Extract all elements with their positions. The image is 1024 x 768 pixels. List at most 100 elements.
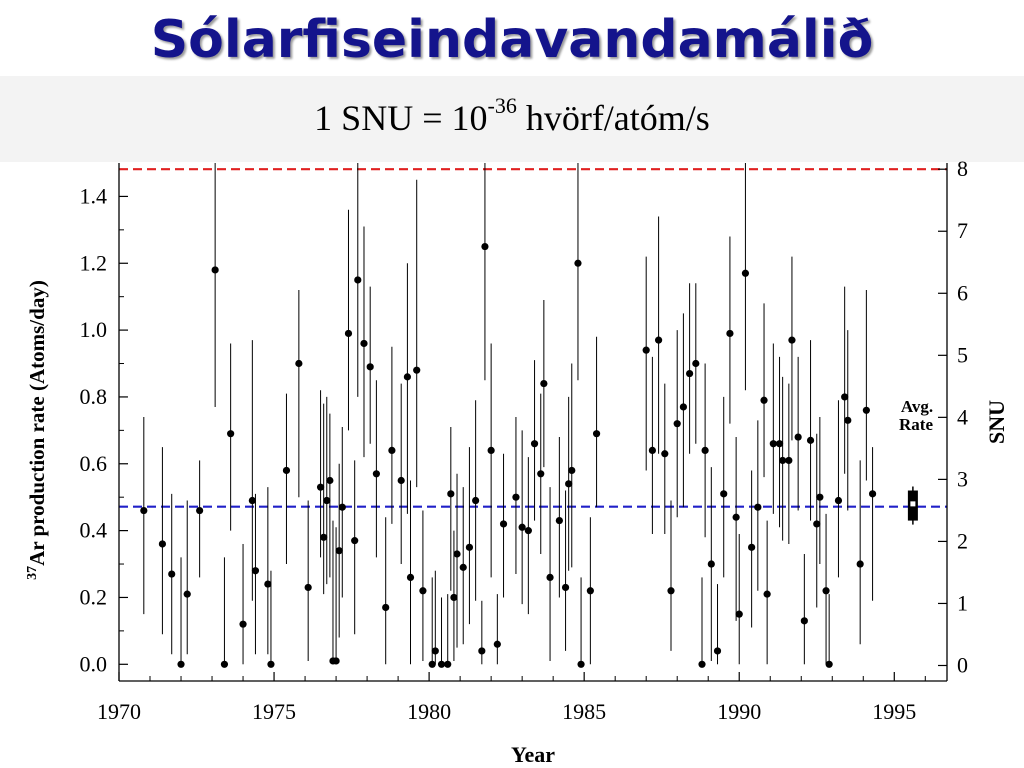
data-point — [785, 456, 793, 465]
data-point — [673, 420, 681, 428]
y2-tick-label: 2 — [957, 528, 968, 553]
data-point — [726, 329, 734, 338]
data-point — [168, 570, 176, 578]
data-point — [779, 456, 787, 465]
subtitle-suffix: hvörf/atóm/s — [516, 98, 710, 138]
data-point — [642, 346, 650, 354]
data-point — [800, 617, 808, 625]
data-point — [540, 379, 548, 388]
data-point — [546, 573, 554, 582]
avg-rate-label-line2: Rate — [899, 415, 933, 434]
y-axis-title-text: Ar production rate (Atoms/day) — [25, 280, 49, 566]
x-tick-label: 1995 — [872, 699, 916, 724]
data-point — [679, 403, 688, 411]
data-point — [834, 496, 843, 505]
data-point — [512, 493, 520, 501]
data-point — [403, 373, 412, 381]
data-point — [388, 446, 396, 455]
data-point — [450, 593, 458, 602]
data-point — [282, 466, 291, 475]
y-tick-label: 1.2 — [80, 250, 108, 275]
data-point — [481, 242, 489, 251]
data-point — [720, 490, 728, 498]
data-point — [360, 339, 368, 348]
data-point — [763, 590, 771, 598]
data-point — [220, 660, 229, 668]
data-point — [732, 513, 740, 521]
data-point — [577, 660, 585, 668]
y2-tick-label: 1 — [957, 590, 968, 615]
data-point — [351, 537, 359, 545]
data-point — [248, 496, 256, 505]
y2-tick-label: 7 — [957, 218, 968, 243]
data-point — [707, 560, 715, 568]
data-point — [472, 496, 480, 505]
y2-tick-label: 5 — [957, 342, 968, 367]
data-point — [648, 446, 656, 455]
subtitle-prefix: 1 SNU = 10 — [314, 98, 488, 138]
data-point — [868, 490, 877, 498]
data-point — [332, 657, 340, 665]
data-point — [493, 640, 501, 648]
data-point — [344, 329, 353, 338]
data-point — [177, 660, 185, 668]
y-tick-label: 0.8 — [80, 384, 108, 409]
y-tick-label: 1.0 — [80, 317, 108, 342]
data-point — [530, 440, 539, 448]
data-point — [760, 396, 768, 404]
y2-tick-label: 3 — [957, 466, 968, 491]
data-point — [822, 587, 830, 595]
y-axis-title: 37Ar production rate (Atoms/day) — [25, 280, 49, 580]
data-point — [735, 610, 743, 618]
data-point — [686, 369, 694, 378]
data-point — [465, 543, 474, 551]
data-point — [825, 660, 833, 668]
data-point — [748, 543, 756, 551]
data-point — [813, 520, 821, 528]
data-point — [654, 336, 663, 344]
data-point — [354, 276, 362, 284]
data-point — [453, 550, 461, 558]
y-tick-label: 1.4 — [80, 183, 108, 208]
data-point — [816, 493, 824, 501]
data-point — [555, 516, 563, 525]
subtitle-band — [0, 76, 1024, 162]
data-point — [565, 480, 573, 488]
x-axis-title: Year — [511, 742, 555, 767]
y2-tick-label: 0 — [957, 652, 968, 677]
data-point — [769, 440, 777, 448]
x-tick-label: 1985 — [562, 699, 606, 724]
data-point — [335, 547, 343, 555]
data-point — [267, 660, 275, 668]
data-point — [372, 470, 380, 478]
data-point — [574, 259, 582, 267]
data-point — [592, 430, 601, 438]
data-point — [316, 483, 325, 491]
data-point — [478, 647, 486, 655]
data-point — [518, 523, 526, 531]
slide-subtitle: 1 SNU = 10-36 hvörf/atóm/s — [0, 95, 1024, 139]
y-tick-label: 0.4 — [80, 518, 108, 543]
y2-tick-label: 8 — [957, 156, 968, 181]
data-point — [701, 446, 709, 455]
data-point — [856, 560, 864, 568]
avg-rate-label-line1: Avg. — [901, 397, 933, 416]
data-point — [537, 470, 545, 478]
data-point — [487, 446, 495, 455]
data-point — [239, 620, 247, 628]
data-point — [788, 336, 796, 344]
data-point — [661, 450, 669, 458]
data-point — [264, 580, 272, 588]
data-point — [419, 587, 427, 595]
data-point — [524, 527, 532, 535]
data-point — [862, 406, 870, 414]
data-point — [431, 647, 439, 655]
data-point — [338, 503, 346, 511]
x-tick-label: 1980 — [407, 699, 451, 724]
data-point — [413, 366, 421, 374]
subtitle-exponent: -36 — [487, 93, 517, 118]
data-point — [459, 563, 467, 571]
data-point — [568, 466, 576, 475]
y2-tick-label: 6 — [957, 280, 968, 305]
data-point — [775, 440, 784, 448]
